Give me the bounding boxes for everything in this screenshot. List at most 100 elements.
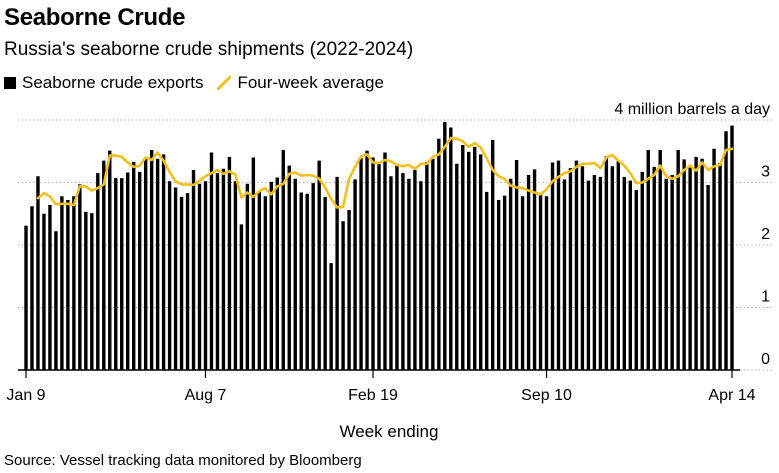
bar (443, 121, 447, 370)
bar (688, 167, 692, 370)
bar (425, 161, 429, 370)
x-tick-label: Apr 14 (708, 387, 755, 404)
bar (712, 148, 716, 370)
bar (658, 150, 662, 370)
bar (664, 178, 668, 370)
bar (179, 196, 184, 370)
bar (514, 160, 519, 370)
bar (323, 196, 327, 370)
bar (473, 146, 477, 370)
bar (365, 150, 369, 370)
bar (682, 159, 686, 370)
chart-subtitle: Russia's seaborne crude shipments (2022-… (4, 39, 414, 60)
bar (281, 150, 285, 370)
bar (580, 166, 585, 370)
bar (191, 170, 196, 370)
bar (718, 163, 722, 370)
bar (143, 157, 148, 370)
bar (72, 196, 76, 370)
bar (54, 231, 58, 370)
bar (131, 161, 136, 370)
bar (496, 200, 501, 370)
bar (137, 171, 142, 370)
legend-label-exports: Seaborne crude exports (22, 73, 204, 92)
bar (173, 187, 178, 370)
source-note: Source: Vessel tracking data monitored b… (4, 452, 362, 469)
bar (508, 178, 513, 370)
bar (604, 156, 609, 370)
x-tick-label: Feb 19 (348, 387, 398, 404)
x-tick-label: Aug 7 (185, 387, 227, 404)
chart-title: Seaborne Crude (4, 4, 186, 31)
bar (305, 193, 309, 370)
y-tick-label: 4 million barrels a day (614, 101, 770, 118)
bar (341, 221, 345, 370)
bar (484, 191, 489, 370)
bar (538, 193, 543, 370)
bar (203, 181, 208, 370)
bar (383, 152, 387, 370)
bar (544, 196, 549, 370)
bar (215, 173, 220, 370)
bar (401, 173, 405, 370)
bar (60, 196, 64, 370)
bar (197, 183, 202, 370)
bar (269, 181, 274, 370)
bar (407, 178, 411, 370)
bar (652, 166, 656, 370)
bar (467, 151, 471, 370)
bar (167, 181, 172, 370)
bar (592, 175, 597, 370)
bar (108, 150, 112, 370)
bar (479, 154, 483, 370)
bar (640, 171, 644, 370)
bar (84, 211, 88, 370)
bar (449, 127, 453, 370)
bar (263, 196, 268, 370)
bar (257, 191, 262, 370)
line-swatch-icon (217, 76, 232, 90)
average-line (36, 136, 734, 209)
bar (149, 150, 154, 370)
bar (490, 140, 495, 370)
bar (556, 160, 561, 370)
bar (461, 145, 465, 370)
bar (502, 195, 507, 370)
bar (377, 163, 381, 370)
bar (395, 165, 399, 370)
bar (66, 200, 70, 370)
bar (161, 154, 166, 370)
bar (437, 138, 441, 370)
bar (36, 176, 40, 370)
bar (347, 210, 351, 370)
bar (299, 192, 303, 370)
bar (586, 180, 591, 370)
bar (245, 183, 250, 370)
bar (574, 160, 579, 370)
bar (293, 178, 297, 370)
bar (628, 180, 632, 370)
bar (335, 176, 339, 370)
y-tick-label: 1 (761, 289, 770, 306)
bar (353, 179, 357, 370)
x-tick-label: Sep 10 (521, 387, 572, 404)
bar (275, 177, 279, 370)
bar (114, 178, 118, 370)
bar (48, 205, 52, 370)
bar (24, 225, 28, 370)
bar (532, 169, 537, 370)
bar (155, 158, 160, 370)
bar (526, 175, 531, 370)
bar (90, 213, 94, 370)
bar (700, 158, 704, 370)
bar (724, 131, 728, 370)
y-tick-label: 3 (761, 164, 770, 181)
bar (646, 150, 650, 370)
legend-item-average: Four-week average (217, 73, 384, 93)
bar (520, 196, 525, 370)
bar (239, 224, 244, 370)
bar (616, 160, 621, 370)
bar (185, 193, 190, 370)
bar (676, 150, 680, 370)
